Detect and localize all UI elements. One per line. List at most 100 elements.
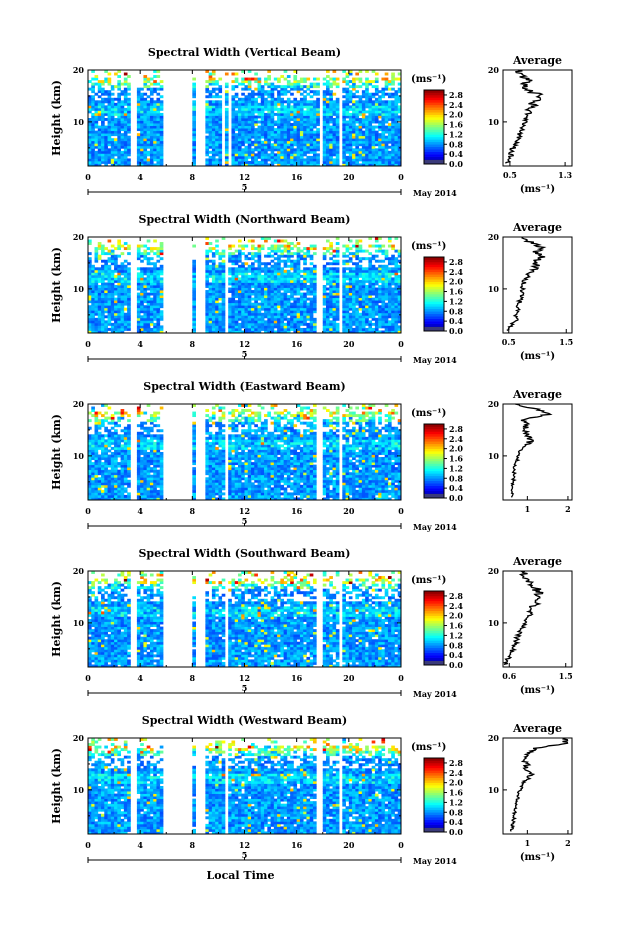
heatmap-cell [293,97,298,101]
heatmap-cell [153,123,157,126]
heatmap-cell [355,133,360,137]
heatmap-cell [293,138,298,142]
heatmap-cell [228,279,232,283]
heatmap-cell [326,125,330,129]
heatmap-cell [365,145,369,149]
heatmap-cell [355,143,360,147]
heatmap-cell [146,272,151,276]
heatmap-cell [374,317,379,321]
heatmap-cell [88,444,92,448]
heatmap-cell [153,130,157,134]
heatmap-cell [329,120,333,124]
colorbar-swatch [424,144,444,148]
heatmap-cell [345,305,350,309]
heatmap-cell [221,249,226,253]
heatmap-cell [94,160,99,164]
heatmap-cell [332,125,337,129]
heatmap-cell [156,145,161,149]
heatmap-cell [378,269,382,273]
heatmap-cell [378,120,382,124]
heatmap-cell [88,145,92,149]
heatmap-cell [149,287,154,291]
heatmap-cell [136,282,141,286]
heatmap-cell [251,97,255,101]
heatmap-cell [241,100,245,104]
heatmap-cell [355,150,360,154]
heatmap-cell [391,302,395,306]
heatmap-cell [283,322,288,326]
heatmap-cell [231,153,236,157]
heatmap-cell [104,92,108,96]
heatmap-cell [208,115,213,119]
heatmap-cell [94,130,99,134]
heatmap-cell [329,163,333,167]
heatmap-cell [251,163,255,167]
heatmap-cell [368,330,373,334]
heatmap-cell [378,259,382,263]
heatmap-cell [254,163,258,167]
heatmap-cell [361,90,366,94]
heatmap-cell [312,269,317,273]
heatmap-cell [348,153,353,157]
heatmap-cell [234,262,239,266]
heatmap-cell [332,287,337,291]
heatmap-cell [326,302,330,306]
heatmap-cell [110,262,115,266]
heatmap-cell [146,160,151,164]
heatmap-cell [136,102,141,106]
heatmap-cell [342,252,346,256]
heatmap-cell [205,310,210,314]
heatmap-cell [247,130,252,134]
heatmap-cell [251,247,255,251]
heatmap-cell [381,277,386,281]
heatmap-cell [277,150,281,154]
heatmap-cell [254,153,258,157]
heatmap-cell [237,123,242,126]
heatmap-cell [149,310,154,314]
heatmap-cell [303,307,307,311]
heatmap-cell [348,155,353,159]
heatmap-cell [234,143,239,147]
heatmap-cell [299,138,304,142]
heatmap-cell [215,128,219,132]
heatmap-cell [345,315,350,319]
heatmap-cell [368,320,373,324]
heatmap-cell [101,128,105,132]
heatmap-cell [247,120,252,124]
heatmap-cell [264,285,268,288]
heatmap-cell [355,327,360,331]
heatmap-cell [290,267,294,271]
heatmap-cell [244,135,249,139]
heatmap-cell [104,315,108,319]
heatmap-cell [296,158,301,162]
heatmap-cell [267,118,271,121]
heatmap-cell [270,285,275,288]
heatmap-cell [228,287,232,291]
heatmap-cell [267,295,271,299]
heatmap-cell [149,123,154,126]
heatmap-cell [156,322,161,326]
heatmap-cell [374,148,379,152]
heatmap-cell [296,155,301,159]
heatmap-cell [374,120,379,124]
heatmap-cell [286,120,291,124]
heatmap-cell [361,302,366,306]
heatmap-cell [384,277,389,281]
heatmap-cell [316,115,320,119]
heatmap-cell [114,287,118,291]
heatmap-cell [326,130,330,134]
heatmap-cell [267,300,271,304]
heatmap-cell [218,305,223,309]
heatmap-cell [221,307,226,311]
heatmap-cell [322,327,327,331]
heatmap-cell [159,252,164,256]
heatmap-cell [120,330,125,334]
heatmap-cell [378,110,382,114]
heatmap-cell [335,82,340,86]
heatmap-cell [237,125,242,129]
heatmap-cell [215,330,219,334]
heatmap-cell [374,254,379,258]
profile-x-label: (ms⁻¹) [520,351,555,362]
heatmap-cell [309,269,314,273]
heatmap-cell [303,252,307,256]
